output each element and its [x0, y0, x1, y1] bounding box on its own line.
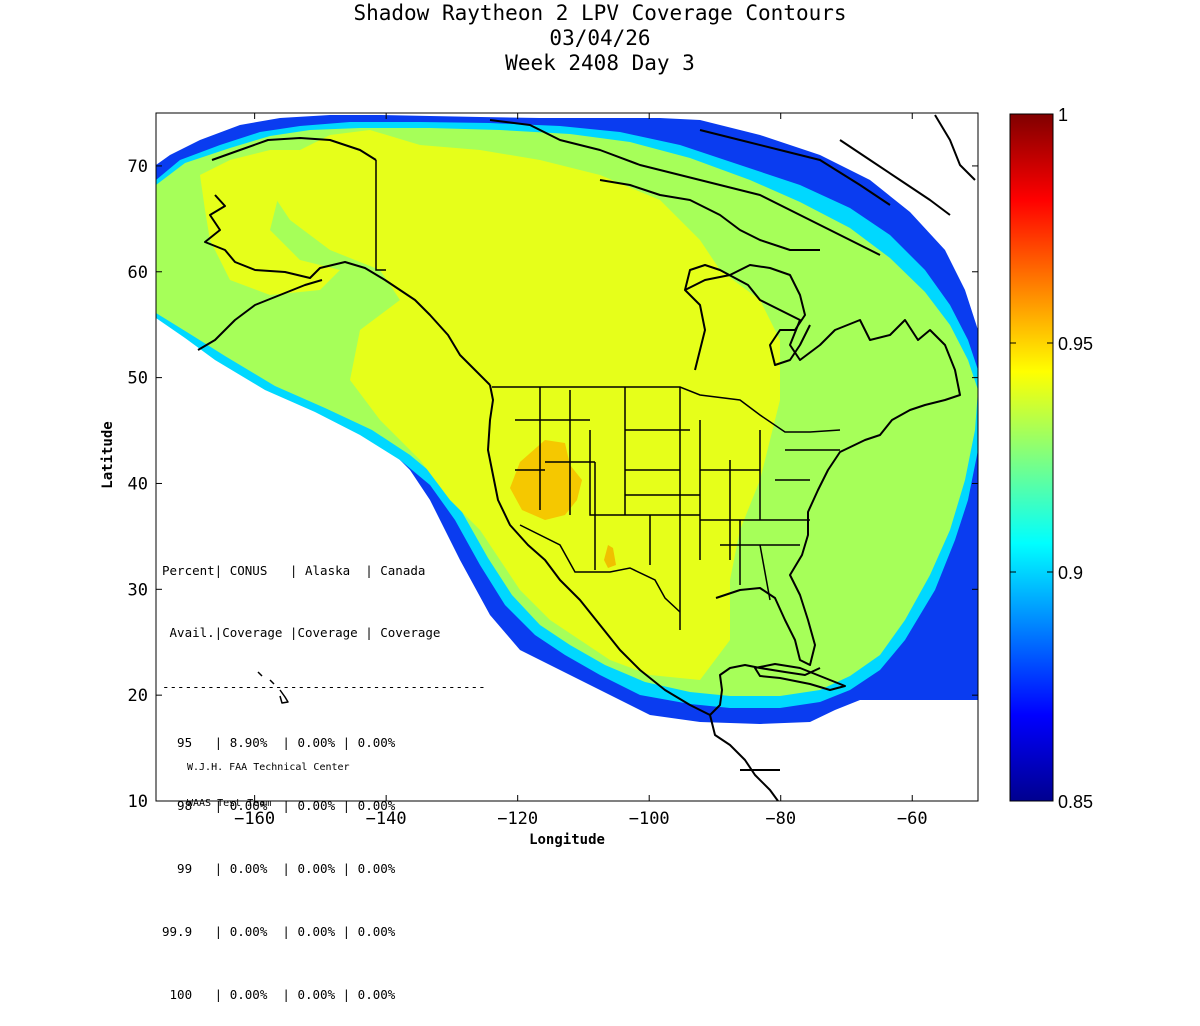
table-row: 99.9 | 0.00% | 0.00% | 0.00% — [162, 924, 396, 939]
colorbar-tick-label: 0.85 — [1058, 792, 1093, 812]
plot-frame — [155, 112, 979, 802]
chart-title-line3: Week 2408 Day 3 — [505, 51, 695, 75]
coastline-central-america — [709, 714, 780, 801]
coverage-region-new-mexico-peak — [604, 545, 616, 568]
table-row: 98 | 0.00% | 0.00% | 0.00% — [162, 798, 396, 813]
coverage-region-main — [270, 130, 780, 680]
table-row: 100 | 0.00% | 0.00% | 0.00% — [162, 987, 396, 1002]
chart-title-line1: Shadow Raytheon 2 LPV Coverage Contours — [353, 1, 847, 25]
map-outlines — [197, 114, 976, 801]
colorbar — [1010, 114, 1053, 801]
axis-ticks: −160 −140 −120 −100 −80 −60 10 20 30 40 50 60 70 — [128, 113, 978, 829]
y-tick-label: 30 — [128, 580, 148, 600]
colorbar-frame — [1009, 113, 1054, 802]
x-tick-label: −120 — [497, 809, 538, 829]
coastline-alaska — [197, 137, 491, 386]
y-tick-label: 40 — [128, 474, 148, 494]
chart-title-line2: 03/04/26 — [549, 26, 651, 50]
x-tick-label: −100 — [629, 809, 670, 829]
y-tick-label: 20 — [128, 686, 148, 706]
x-tick-label: −60 — [897, 809, 928, 829]
state-borders — [375, 160, 841, 630]
table-separator: ----------------------------------------… — [162, 684, 486, 690]
coverage-map-figure: −160 −140 −120 −100 −80 −60 10 20 30 40 50 60 70 Lon… — [100, 105, 1093, 848]
coastline-hudson-bay — [684, 264, 811, 366]
coastline-hawaii — [257, 671, 289, 704]
canada-yukon-border — [375, 160, 386, 271]
coverage-region-alaska — [200, 150, 340, 295]
coastline-arctic-islands — [489, 114, 976, 256]
coverage-region-nevada-peak — [510, 440, 582, 520]
y-tick-label: 10 — [128, 792, 148, 812]
x-tick-label: −80 — [765, 809, 796, 829]
y-axis-label: Latitude — [100, 421, 116, 488]
coastline-cuba — [754, 663, 846, 691]
table-header-row2: Avail.|Coverage |Coverage | Coverage — [162, 625, 441, 640]
colorbar-tick-label: 0.9 — [1058, 563, 1083, 583]
table-header-row1: Percent| CONUS | Alaska | Canada — [162, 563, 426, 578]
x-axis-label: Longitude — [529, 832, 605, 848]
x-tick-label: −140 — [366, 809, 407, 829]
y-tick-label: 60 — [128, 263, 148, 283]
y-tick-label: 50 — [128, 369, 148, 389]
y-tick-label: 70 — [128, 157, 148, 177]
us-state-grid — [515, 387, 840, 630]
colorbar-tick-label: 0.95 — [1058, 334, 1093, 354]
credits: W.J.H. FAA Technical Center WAAS Test Te… — [187, 738, 350, 822]
us-mexico-border — [519, 524, 681, 613]
table-row: 99 | 0.00% | 0.00% | 0.00% — [162, 861, 396, 876]
credit-line: W.J.H. FAA Technical Center — [187, 762, 350, 773]
colorbar-ticks: 0.85 0.9 0.95 1 — [1010, 105, 1093, 812]
colorbar-tick-label: 1 — [1058, 105, 1068, 125]
credit-line: WAAS Test Team — [187, 798, 272, 809]
coastline-north-america — [487, 264, 961, 716]
x-tick-label: −160 — [234, 809, 275, 829]
table-row: 95 | 8.90% | 0.00% | 0.00% — [162, 735, 396, 750]
us-canada-border — [492, 386, 841, 433]
